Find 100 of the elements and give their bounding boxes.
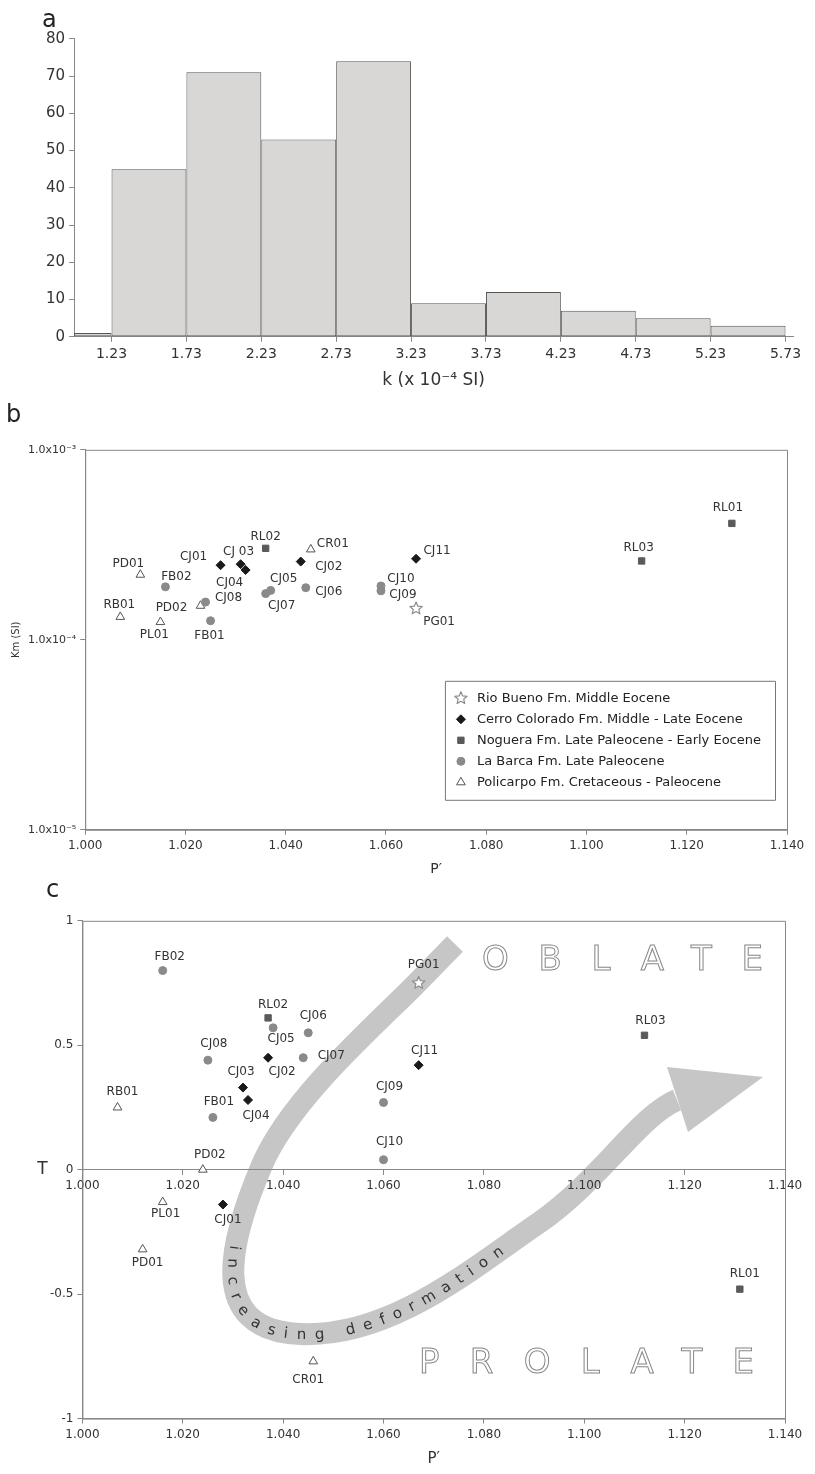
x-tick-label: 1.040	[268, 838, 303, 853]
data-label: RB01	[103, 597, 136, 612]
data-label: CJ04	[242, 1108, 270, 1123]
annotation: PROLATE	[419, 1341, 754, 1381]
y-tick-label: 80	[45, 28, 66, 47]
x-tick-label: 3.23	[395, 344, 427, 361]
x-tick-label: 1.020	[168, 838, 203, 853]
data-label: CJ02	[268, 1063, 296, 1078]
point	[728, 519, 736, 528]
point	[235, 559, 246, 570]
data-label: PL01	[151, 1206, 181, 1221]
y-tick-label: 40	[45, 177, 66, 196]
x-tick-label: 1.120	[669, 838, 704, 853]
data-label: CJ06	[299, 1007, 327, 1022]
y-tick-label: 1.0x10⁻³	[28, 442, 77, 456]
y-tick-label: 1.0x10⁻⁴	[28, 632, 77, 646]
point	[295, 556, 306, 567]
point	[208, 1112, 218, 1122]
point	[303, 1028, 313, 1038]
y-tick-label: 50	[45, 140, 66, 159]
y-tick-label: 20	[45, 252, 66, 271]
data-label: RL03	[635, 1013, 666, 1028]
chart-title: c	[46, 874, 60, 903]
point	[301, 583, 311, 593]
point	[137, 1243, 148, 1253]
data-label: FB02	[161, 568, 192, 583]
x-tick-label: 1.060	[366, 1426, 401, 1441]
data-label: CJ09	[375, 1078, 404, 1093]
data-label: CJ08	[200, 1036, 228, 1051]
point	[379, 1098, 389, 1107]
x-tick-label: 1.73	[170, 344, 202, 361]
x-tick-label: 4.23	[545, 344, 577, 361]
text: 1.060	[366, 1178, 401, 1193]
legend-label: Cerro Colorado Fm. Middle - Late Eocene	[476, 710, 743, 726]
y-tick-label: 70	[45, 65, 66, 84]
x-tick-label: 1.140	[769, 838, 805, 853]
x-tick-label: 1.100	[567, 1426, 602, 1441]
data-label: CJ10	[387, 571, 415, 586]
point	[157, 1196, 168, 1206]
data-label: CJ08	[214, 590, 243, 605]
text: 1.080	[466, 1178, 502, 1193]
data-label: PD02	[155, 599, 188, 614]
data-label: CJ01	[214, 1211, 242, 1226]
data-label: CJ07	[317, 1047, 345, 1062]
y-tick-label: 10	[45, 289, 66, 308]
point	[308, 1355, 319, 1365]
y-tick-label: 1.0x10⁻⁵	[28, 822, 77, 836]
legend-label: La Barca Fm. Late Paleocene	[476, 752, 665, 768]
legend-label: Noguera Fm. Late Paleocene - Early Eocene	[476, 731, 761, 747]
data-label: PG01	[423, 613, 455, 628]
data-label: CJ 03	[223, 544, 255, 559]
data-label: CJ09	[389, 586, 417, 601]
point	[238, 1082, 249, 1093]
data-label: RL02	[257, 997, 289, 1011]
point	[215, 560, 226, 571]
y-tick-label: -1	[61, 1410, 74, 1425]
x-tick-label: 2.23	[245, 344, 277, 361]
x-tick-label: 1.060	[368, 838, 404, 853]
y-tick-label: 60	[45, 103, 66, 122]
point	[268, 1023, 278, 1033]
x-tick-label: 1.080	[469, 838, 504, 853]
legend-label: Policarpo Fm. Cretaceous - Paleocene	[476, 773, 722, 789]
point	[217, 1199, 228, 1210]
y-tick-label: 30	[45, 214, 66, 233]
y-tick-label: 0	[65, 1161, 74, 1176]
point	[160, 582, 170, 592]
data-label: PD02	[193, 1146, 226, 1161]
data-label: CJ05	[270, 570, 298, 585]
point	[158, 966, 168, 976]
y-axis-title: T	[36, 1158, 49, 1179]
point	[203, 1055, 213, 1065]
x-tick-label: 1.020	[165, 1426, 200, 1441]
data-label: PD01	[112, 555, 145, 570]
x-axis-title: P′	[430, 860, 442, 877]
x-axis-title: P′	[427, 1448, 441, 1467]
point	[264, 1014, 272, 1022]
text: 1.120	[667, 1178, 702, 1193]
data-label: RB01	[106, 1083, 139, 1098]
x-tick-label: 1.100	[569, 838, 604, 853]
x-tick-label: 3.73	[470, 344, 502, 361]
point	[411, 553, 422, 564]
data-label: CJ11	[423, 542, 451, 557]
point	[305, 543, 316, 553]
point	[637, 557, 646, 565]
x-tick-label: 1.000	[68, 838, 103, 853]
data-label: CJ03	[227, 1063, 255, 1078]
x-axis-title: k (x 10⁻⁴ SI)	[382, 369, 485, 390]
point	[240, 565, 251, 575]
point	[115, 611, 126, 620]
x-tick-label: 1.120	[667, 1426, 702, 1441]
x-tick-label: 5.23	[695, 344, 727, 361]
legend-label: Rio Bueno Fm. Middle Eocene	[476, 689, 671, 705]
point	[409, 601, 423, 615]
point	[640, 1031, 649, 1039]
x-tick-label: 2.73	[320, 344, 352, 361]
y-tick-label: 0.5	[54, 1037, 74, 1052]
data-label: CJ05	[267, 1030, 295, 1045]
point	[201, 597, 211, 607]
data-label: PD01	[131, 1255, 164, 1270]
data-label: RL01	[712, 500, 744, 515]
